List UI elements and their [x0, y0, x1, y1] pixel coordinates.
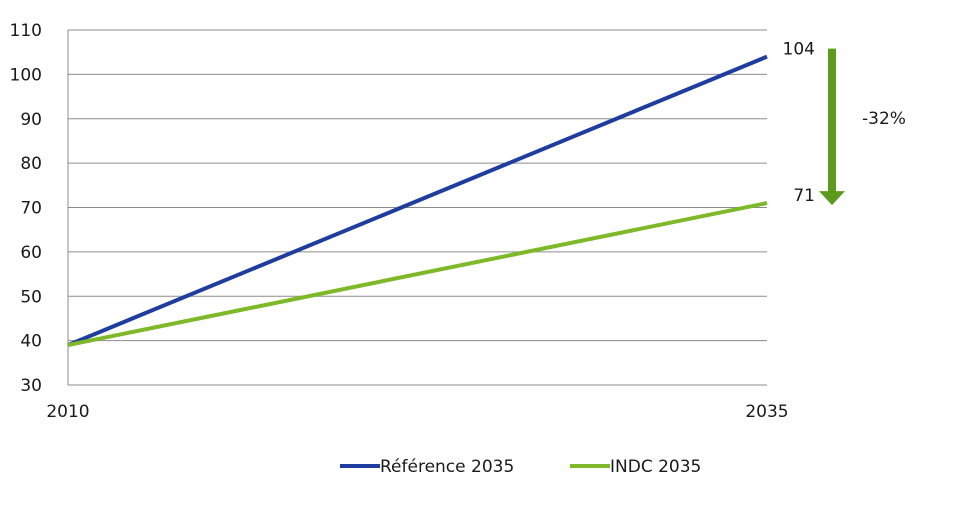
annotations: 104 71 -32% — [783, 40, 906, 206]
reduction-percent-label: -32% — [862, 109, 906, 129]
legend: Référence 2035 INDC 2035 — [340, 457, 701, 477]
y-tick-label: 80 — [20, 154, 42, 174]
y-tick-label: 50 — [20, 287, 42, 307]
legend-item-reference: Référence 2035 — [380, 457, 514, 477]
axes: 30 40 50 60 70 80 90 100 110 2010 2035 — [10, 21, 789, 422]
y-tick-label: 110 — [10, 21, 42, 41]
y-tick-label: 30 — [20, 376, 42, 396]
end-value-label: 71 — [793, 186, 815, 206]
y-tick-label: 100 — [10, 65, 42, 85]
end-value-label: 104 — [783, 40, 815, 60]
series-line-reference — [67, 54, 768, 347]
y-tick-label: 90 — [20, 110, 42, 130]
x-tick-label: 2035 — [745, 402, 788, 422]
reduction-arrow — [819, 48, 845, 206]
y-tick-label: 60 — [20, 243, 42, 263]
series-line-indc — [67, 201, 768, 348]
legend-item-indc: INDC 2035 — [610, 457, 701, 477]
series-lines — [67, 54, 768, 348]
gridlines — [68, 29, 767, 342]
x-tick-label: 2010 — [46, 402, 89, 422]
y-tick-label: 70 — [20, 199, 42, 219]
y-tick-label: 40 — [20, 332, 42, 352]
